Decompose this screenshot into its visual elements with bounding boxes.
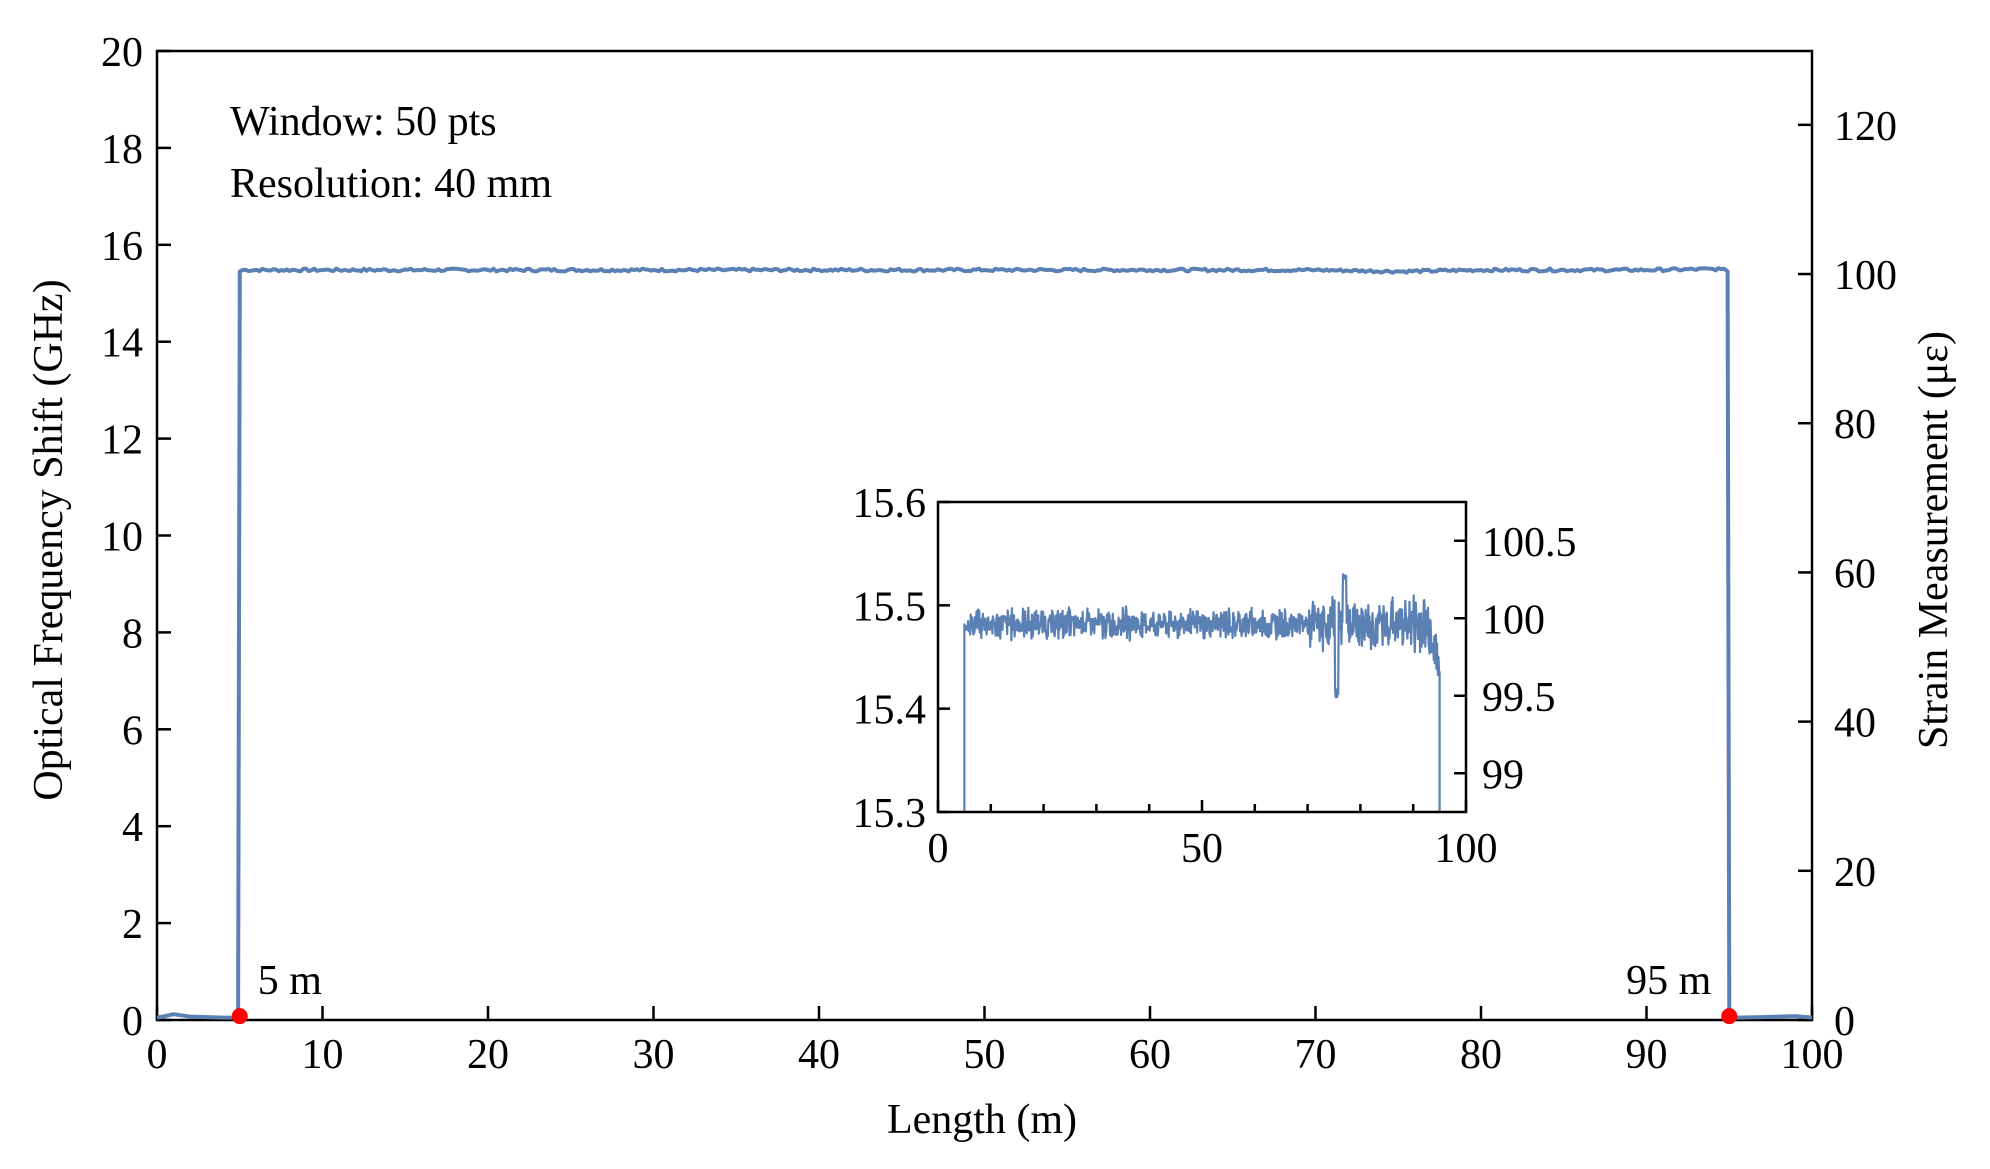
main-series bbox=[156, 266, 1813, 1020]
annotation-resolution: Resolution: 40 mm bbox=[230, 161, 552, 207]
x-tick-label: 50 bbox=[964, 1032, 1006, 1078]
y2-tick-label: 20 bbox=[1834, 850, 1876, 896]
x-tick-label: 40 bbox=[798, 1032, 840, 1078]
series-line bbox=[156, 266, 1813, 1020]
inset-y-tick-label: 15.5 bbox=[853, 584, 927, 630]
x-tick-label: 30 bbox=[633, 1032, 675, 1078]
inset-y-tick-label: 15.6 bbox=[853, 481, 927, 527]
annotations: Window: 50 pts Resolution: 40 mm bbox=[230, 99, 552, 207]
y2-tick-label: 60 bbox=[1834, 551, 1876, 597]
x-axis-title: Length (m) bbox=[887, 1097, 1077, 1143]
inset-x-tick-label: 0 bbox=[928, 826, 949, 872]
inset-y2-tick-label: 100.5 bbox=[1482, 520, 1577, 566]
y2-tick-label: 0 bbox=[1834, 999, 1855, 1045]
y-tick-label: 8 bbox=[122, 611, 143, 657]
y-tick-label: 12 bbox=[101, 418, 143, 464]
y2-tick-label: 80 bbox=[1834, 402, 1876, 448]
y2-axis-title: Strain Measurement (με) bbox=[1911, 331, 1957, 749]
inset-y-tick-label: 15.4 bbox=[853, 688, 927, 734]
x-tick-label: 20 bbox=[467, 1032, 509, 1078]
inset-series bbox=[963, 573, 1441, 812]
y2-tick-label: 40 bbox=[1834, 701, 1876, 747]
y-tick-label: 4 bbox=[122, 805, 143, 851]
y-tick-label: 16 bbox=[101, 224, 143, 270]
inset-y-tick-label: 15.3 bbox=[853, 791, 927, 837]
annotation-window: Window: 50 pts bbox=[230, 99, 497, 145]
y-tick-label: 0 bbox=[122, 999, 143, 1045]
y-tick-label: 14 bbox=[101, 321, 143, 367]
inset-series-line bbox=[963, 573, 1441, 812]
x-tick-label: 80 bbox=[1460, 1032, 1502, 1078]
y-tick-label: 20 bbox=[101, 30, 143, 76]
marker-point bbox=[231, 1008, 248, 1025]
inset-axes: 0 50 100 15.3 15.4 15.5 15.6 99 99.5 100 100.5 bbox=[853, 481, 1577, 872]
x-tick-label: 60 bbox=[1129, 1032, 1171, 1078]
y-tick-label: 2 bbox=[122, 902, 143, 948]
y-tick-label: 10 bbox=[101, 515, 143, 561]
inset-x-tick-label: 100 bbox=[1435, 826, 1498, 872]
marker-label: 5 m bbox=[258, 958, 323, 1004]
inset-background bbox=[938, 502, 1466, 812]
x-tick-label: 0 bbox=[147, 1032, 168, 1078]
x-tick-label: 10 bbox=[302, 1032, 344, 1078]
inset-chart: 0 50 100 15.3 15.4 15.5 15.6 99 99.5 100 100.5 bbox=[853, 481, 1577, 872]
x-tick-label: 100 bbox=[1781, 1032, 1844, 1078]
y-axis-title: Optical Frequency Shift (GHz) bbox=[26, 279, 72, 800]
x-tick-label: 70 bbox=[1295, 1032, 1337, 1078]
y-tick-label: 6 bbox=[122, 708, 143, 754]
inset-y2-tick-label: 99 bbox=[1482, 752, 1524, 798]
inset-y2-tick-label: 100 bbox=[1482, 597, 1545, 643]
inset-x-tick-label: 50 bbox=[1181, 826, 1223, 872]
inset-y2-tick-label: 99.5 bbox=[1482, 675, 1556, 721]
marker-point bbox=[1721, 1008, 1738, 1025]
marker-label: 95 m bbox=[1626, 958, 1712, 1004]
y2-tick-label: 120 bbox=[1834, 104, 1897, 150]
main-markers: 5 m 95 m bbox=[231, 958, 1738, 1025]
x-tick-label: 90 bbox=[1626, 1032, 1668, 1078]
main-axes: 0 10 20 30 40 50 60 70 80 90 100024681012141618200… bbox=[101, 30, 1897, 1078]
y-tick-label: 18 bbox=[101, 127, 143, 173]
y2-tick-label: 100 bbox=[1834, 253, 1897, 299]
